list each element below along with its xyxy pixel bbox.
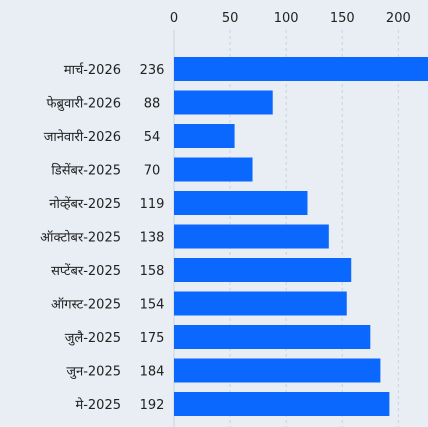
category-label: मार्च-2026 <box>64 62 121 78</box>
category-label: ऑगस्ट-2025 <box>51 297 121 313</box>
category-label: डिसेंबर-2025 <box>51 163 121 179</box>
bar <box>174 90 273 115</box>
value-label: 54 <box>144 130 161 145</box>
value-label: 154 <box>140 298 165 313</box>
x-tick-label: 150 <box>330 11 355 26</box>
bar <box>174 358 381 383</box>
category-label: सप्टेंबर-2025 <box>51 263 121 279</box>
bar <box>174 258 352 282</box>
category-label: जुलै-2025 <box>65 330 121 346</box>
bar <box>174 291 347 316</box>
value-label: 88 <box>144 97 161 112</box>
category-labels: मार्च-2026 236 फेब्रुवारी-2026 88 जानेवारी-2… <box>40 62 164 413</box>
bar <box>174 124 235 148</box>
value-label: 138 <box>140 231 165 246</box>
bar <box>174 57 428 81</box>
x-tick-label: 0 <box>170 11 178 26</box>
category-label: मे-2025 <box>75 397 121 413</box>
category-label: जुन-2025 <box>66 365 121 380</box>
category-label: ऑक्टोबर-2025 <box>40 230 121 246</box>
bar <box>174 191 308 215</box>
bar <box>174 157 253 182</box>
category-label: जानेवारी-2026 <box>44 129 121 145</box>
value-label: 236 <box>140 63 165 78</box>
value-label: 192 <box>140 398 165 413</box>
x-tick-label: 50 <box>222 11 239 26</box>
value-label: 70 <box>144 164 161 179</box>
value-label: 184 <box>140 365 165 380</box>
value-label: 158 <box>140 264 165 279</box>
category-label: नोव्हेंबर-2025 <box>49 196 121 212</box>
category-label: फेब्रुवारी-2026 <box>47 96 122 112</box>
x-tick-label: 100 <box>274 11 299 26</box>
bar <box>174 325 371 349</box>
x-tick-label: 200 <box>386 11 411 26</box>
x-axis-ticks: 0 50 100 150 200 <box>170 11 411 26</box>
value-label: 175 <box>140 331 165 346</box>
bar <box>174 224 329 249</box>
bars <box>174 57 428 416</box>
value-label: 119 <box>140 197 165 212</box>
bar <box>174 392 390 416</box>
